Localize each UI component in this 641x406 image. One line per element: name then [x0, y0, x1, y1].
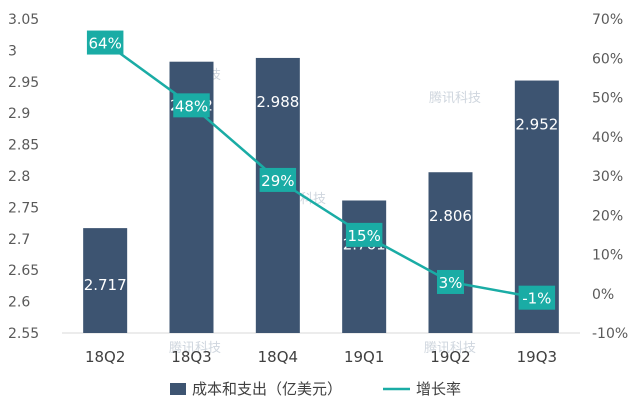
legend-line-label: 增长率	[416, 380, 461, 398]
growth-rate-label-group: 64% 48% 29% 15% 3% -1%	[86, 30, 556, 310]
right-tick-label: 40%	[592, 130, 623, 146]
left-tick-label: 2.65	[8, 263, 39, 279]
x-tick-label: 18Q2	[85, 348, 125, 366]
left-tick-label: 2.9	[8, 106, 30, 122]
left-tick-label: 2.6	[8, 295, 30, 311]
bar-19Q1	[342, 200, 387, 333]
left-axis: 2.55 2.6 2.65 2.7 2.75 2.8 2.85 2.9 2.95 3 3.05	[8, 12, 39, 342]
left-tick-label: 2.95	[8, 75, 39, 91]
watermark-3: 腾讯科技	[424, 340, 476, 356]
right-tick-label: 60%	[592, 51, 623, 67]
bar-19Q2	[428, 172, 473, 333]
x-tick-label: 19Q3	[517, 348, 557, 366]
left-tick-label: 2.7	[8, 232, 30, 248]
bar-value-label: 2.988	[256, 93, 299, 111]
bar-value-label: 2.952	[515, 116, 558, 134]
right-tick-label: 0%	[592, 287, 614, 303]
x-tick-label: 19Q2	[430, 348, 470, 366]
watermark-1: 腾讯科技	[429, 90, 481, 106]
x-tick-label: 18Q3	[171, 348, 211, 366]
bar-value-label: 2.806	[429, 207, 472, 225]
growth-rate-label: 48%	[175, 97, 208, 115]
x-tick-label: 19Q1	[344, 348, 384, 366]
growth-rate-label: -1%	[522, 290, 551, 308]
legend: 成本和支出（亿美元） 增长率	[170, 380, 461, 398]
growth-rate-box	[173, 93, 210, 118]
left-tick-label: 3	[8, 43, 17, 59]
left-tick-label: 3.05	[8, 12, 39, 28]
legend-bar-label: 成本和支出（亿美元）	[192, 380, 342, 398]
right-tick-label: 50%	[592, 91, 623, 107]
bar-18Q2	[83, 228, 128, 333]
growth-rate-box	[86, 30, 124, 55]
legend-bar-swatch	[170, 383, 186, 395]
left-tick-label: 2.75	[8, 200, 39, 216]
right-tick-label: 10%	[592, 248, 623, 264]
x-axis: 18Q2 18Q3 18Q4 19Q1 19Q2 19Q3	[85, 348, 557, 366]
left-tick-label: 2.85	[8, 138, 39, 154]
growth-rate-box	[259, 167, 297, 192]
right-tick-label: -10%	[592, 326, 628, 342]
right-axis: -10% 0% 10% 20% 30% 40% 50% 60% 70%	[592, 12, 628, 342]
x-tick-label: 18Q4	[258, 348, 298, 366]
bar-18Q4	[255, 57, 300, 333]
left-tick-label: 2.55	[8, 326, 39, 342]
growth-rate-label: 15%	[347, 227, 380, 245]
growth-rate-box	[437, 269, 464, 294]
right-tick-label: 70%	[592, 12, 623, 28]
bar-value-label: 2.717	[84, 276, 127, 294]
growth-rate-box	[518, 285, 556, 310]
watermark-4: 腾讯科技	[169, 340, 221, 356]
left-tick-label: 2.8	[8, 169, 30, 185]
right-tick-label: 30%	[592, 169, 623, 185]
growth-rate-label: 3%	[439, 274, 463, 292]
right-tick-label: 20%	[592, 208, 623, 224]
growth-rate-label: 29%	[261, 172, 294, 190]
growth-rate-label: 64%	[88, 35, 121, 53]
growth-rate-box	[345, 222, 383, 247]
